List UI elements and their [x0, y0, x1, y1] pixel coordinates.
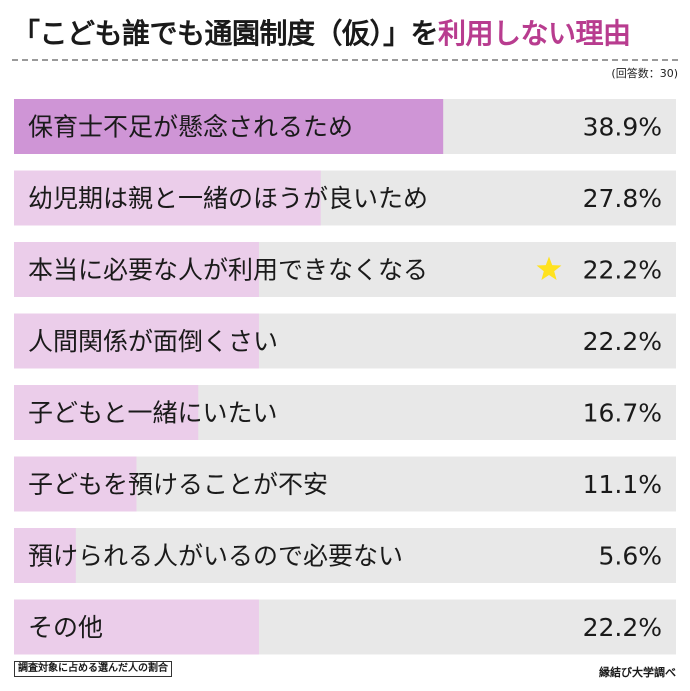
title-divider: [12, 59, 678, 61]
bar: [14, 385, 199, 440]
bar: [14, 313, 259, 369]
bar: [14, 242, 259, 297]
category-label: 本当に必要な人が利用できなくなる: [28, 256, 428, 285]
category-label: 幼児期は親と一緒のほうが良いため: [28, 184, 428, 213]
footer-source: 縁結び大学調べ: [599, 666, 676, 679]
category-label: 人間関係が面倒くさい: [28, 327, 278, 356]
bar: [14, 456, 137, 512]
value-label: 16.7%: [583, 399, 662, 428]
bar: [14, 99, 444, 154]
value-label: 22.2%: [583, 613, 662, 642]
value-label: 38.9%: [583, 113, 662, 142]
value-label: 27.8%: [583, 184, 662, 213]
category-label: 預けられる人がいるので必要ない: [28, 542, 403, 571]
category-label: 子どもを預けることが不安: [28, 470, 328, 499]
value-label: 5.6%: [598, 542, 662, 571]
value-label: 11.1%: [583, 470, 662, 499]
chart-title: 「こども誰でも通園制度（仮）」を利用しない理由: [12, 12, 682, 52]
footer-caption: 調査対象に占める選んだ人の割合: [14, 661, 172, 677]
value-label: 22.2%: [583, 256, 662, 285]
value-label: 22.2%: [583, 327, 662, 356]
chart-title-highlight: 利用しない理由: [438, 17, 631, 50]
bar: [14, 528, 76, 583]
chart-title-main: 「こども誰でも通園制度（仮）」を: [12, 17, 439, 50]
bar-track: [14, 528, 676, 583]
category-label: 保育士不足が懸念されるため: [28, 113, 353, 142]
response-count-note: (回答数：30): [611, 67, 678, 80]
bar: [14, 170, 321, 226]
star-icon: [536, 256, 562, 280]
category-label: その他: [28, 613, 103, 642]
category-label: 子どもと一緒にいたい: [28, 399, 278, 428]
bar: [14, 599, 259, 655]
